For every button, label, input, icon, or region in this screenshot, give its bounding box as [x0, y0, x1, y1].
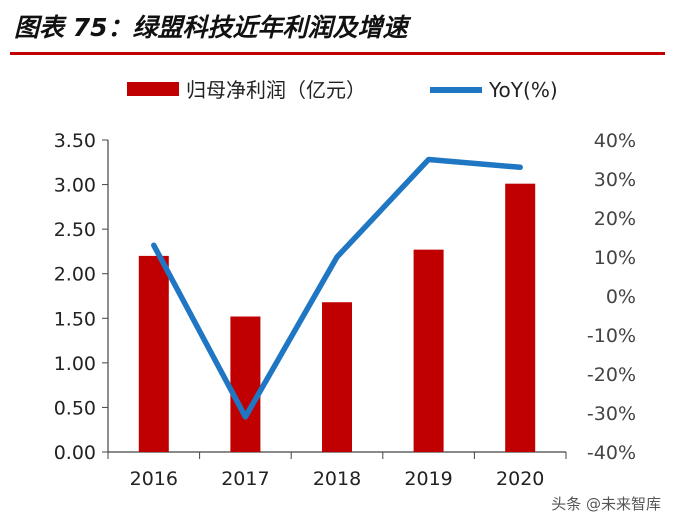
legend-label-bar: 归母净利润（亿元）	[186, 78, 366, 102]
right-tick-label: 40%	[594, 130, 636, 152]
x-tick-label: 2016	[130, 468, 178, 490]
axes: 0.00 0.50 1.00 1.50 2.00 2.50 3.00 3.50 -40% -30%…	[54, 130, 636, 490]
line-layer	[151, 156, 523, 420]
bar-2019	[413, 249, 444, 452]
left-tick-label: 1.50	[54, 308, 96, 330]
figure-title: 图表 75：绿盟科技近年利润及增速	[14, 13, 408, 42]
left-tick-label: 3.00	[54, 175, 96, 197]
legend: 归母净利润（亿元） YoY(%)	[127, 78, 558, 102]
left-tick-label: 2.50	[54, 219, 96, 241]
bar-2017	[230, 316, 261, 452]
x-tick-label: 2018	[313, 468, 361, 490]
bar-2018	[322, 302, 352, 452]
left-tick-label: 1.00	[54, 353, 96, 375]
left-tick-label: 3.50	[54, 130, 96, 152]
legend-label-line: YoY(%)	[488, 78, 558, 102]
left-tick-label: 2.00	[54, 264, 96, 286]
right-tick-label: 0%	[606, 286, 636, 308]
legend-swatch-bar	[127, 82, 179, 96]
bar-2020	[505, 183, 536, 452]
right-tick-label: -40%	[587, 442, 636, 464]
title-rule	[10, 52, 665, 55]
right-tick-label: 30%	[594, 169, 636, 191]
x-tick-label: 2019	[404, 468, 452, 490]
right-tick-label: -10%	[587, 325, 636, 347]
bar-2016	[138, 255, 169, 452]
x-tick-label: 2017	[221, 468, 269, 490]
x-tick-label: 2020	[496, 468, 544, 490]
right-tick-label: -30%	[587, 403, 636, 425]
right-tick-label: 10%	[594, 247, 636, 269]
right-tick-label: 20%	[594, 208, 636, 230]
left-tick-label: 0.00	[54, 442, 96, 464]
left-tick-label: 0.50	[54, 397, 96, 419]
bars	[138, 183, 536, 452]
right-tick-label: -20%	[587, 364, 636, 386]
watermark: 头条 @未来智库	[551, 495, 661, 513]
